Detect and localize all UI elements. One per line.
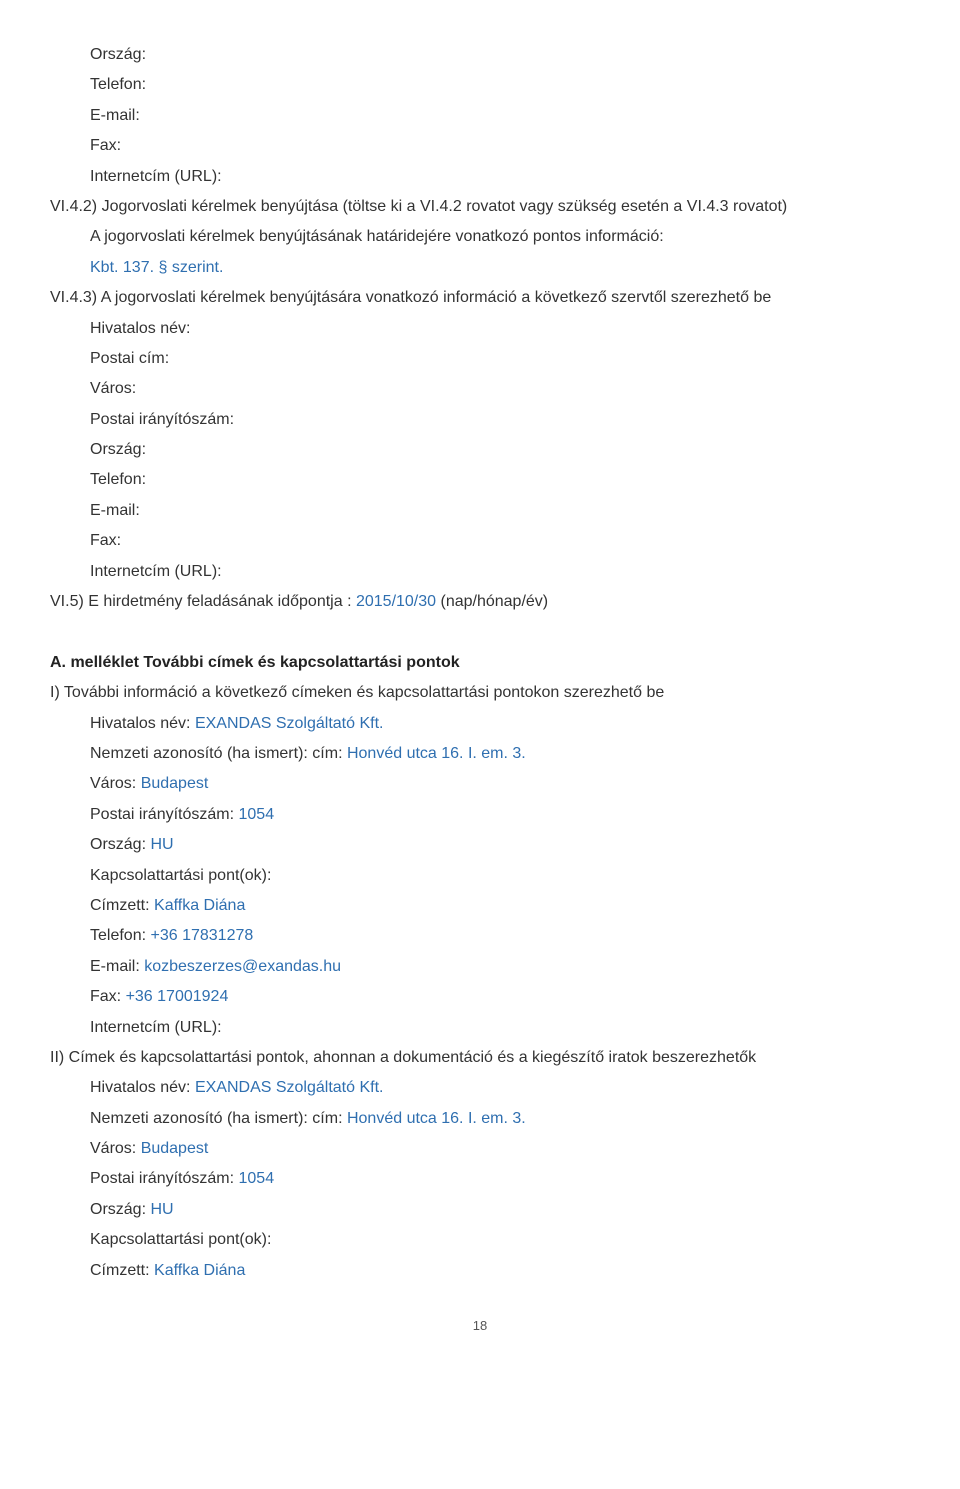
field-email: E-mail: [90, 101, 910, 131]
cii-varos: Város: Budapest [90, 1134, 910, 1164]
field-orszag: Ország: [90, 40, 910, 70]
annex-a-section-i: I) További információ a következő címeke… [50, 678, 910, 708]
vi43-telefon: Telefon: [90, 465, 910, 495]
ci-varos: Város: Budapest [90, 769, 910, 799]
section-vi43-line1: VI.4.3) A jogorvoslati kérelmek benyújtá… [50, 283, 910, 313]
field-telefon: Telefon: [90, 70, 910, 100]
vi5-label-pre: VI.5) E hirdetmény feladásának időpontja… [50, 593, 356, 610]
annex-a-section-ii: II) Címek és kapcsolattartási pontok, ah… [50, 1043, 910, 1073]
section-vi42-value: Kbt. 137. § szerint. [90, 253, 910, 283]
vi43-orszag: Ország: [90, 435, 910, 465]
vi43-url: Internetcím (URL): [90, 557, 910, 587]
field-fax: Fax: [90, 131, 910, 161]
vi43-hivatalos: Hivatalos név: [90, 314, 910, 344]
ci-orszag: Ország: HU [90, 830, 910, 860]
section-vi42-line1: VI.4.2) Jogorvoslati kérelmek benyújtása… [50, 192, 910, 222]
ci-iranyito: Postai irányítószám: 1054 [90, 800, 910, 830]
ci-nemzeti: Nemzeti azonosító (ha ismert): cím: Honv… [90, 739, 910, 769]
ci-url: Internetcím (URL): [90, 1013, 910, 1043]
vi5-label-post: (nap/hónap/év) [436, 593, 548, 610]
vi43-varos: Város: [90, 374, 910, 404]
cii-hivatalos: Hivatalos név: EXANDAS Szolgáltató Kft. [90, 1073, 910, 1103]
cii-iranyito: Postai irányítószám: 1054 [90, 1164, 910, 1194]
ci-cimzett: Címzett: Kaffka Diána [90, 891, 910, 921]
section-vi42-label: A jogorvoslati kérelmek benyújtásának ha… [90, 222, 910, 252]
cii-cimzett: Címzett: Kaffka Diána [90, 1256, 910, 1286]
vi43-iranyito: Postai irányítószám: [90, 405, 910, 435]
field-url: Internetcím (URL): [90, 162, 910, 192]
ci-telefon: Telefon: +36 17831278 [90, 921, 910, 951]
vi43-email: E-mail: [90, 496, 910, 526]
vi43-fax: Fax: [90, 526, 910, 556]
ci-hivatalos: Hivatalos név: EXANDAS Szolgáltató Kft. [90, 709, 910, 739]
annex-a-heading: A. melléklet További címek és kapcsolatt… [50, 648, 910, 678]
section-vi5: VI.5) E hirdetmény feladásának időpontja… [50, 587, 910, 617]
ci-email: E-mail: kozbeszerzes@exandas.hu [90, 952, 910, 982]
ci-fax: Fax: +36 17001924 [90, 982, 910, 1012]
cii-orszag: Ország: HU [90, 1195, 910, 1225]
cii-nemzeti: Nemzeti azonosító (ha ismert): cím: Honv… [90, 1104, 910, 1134]
vi43-postai: Postai cím: [90, 344, 910, 374]
cii-kapcsolat: Kapcsolattartási pont(ok): [90, 1225, 910, 1255]
page-number: 18 [50, 1314, 910, 1339]
ci-kapcsolat: Kapcsolattartási pont(ok): [90, 861, 910, 891]
vi5-date: 2015/10/30 [356, 593, 436, 610]
